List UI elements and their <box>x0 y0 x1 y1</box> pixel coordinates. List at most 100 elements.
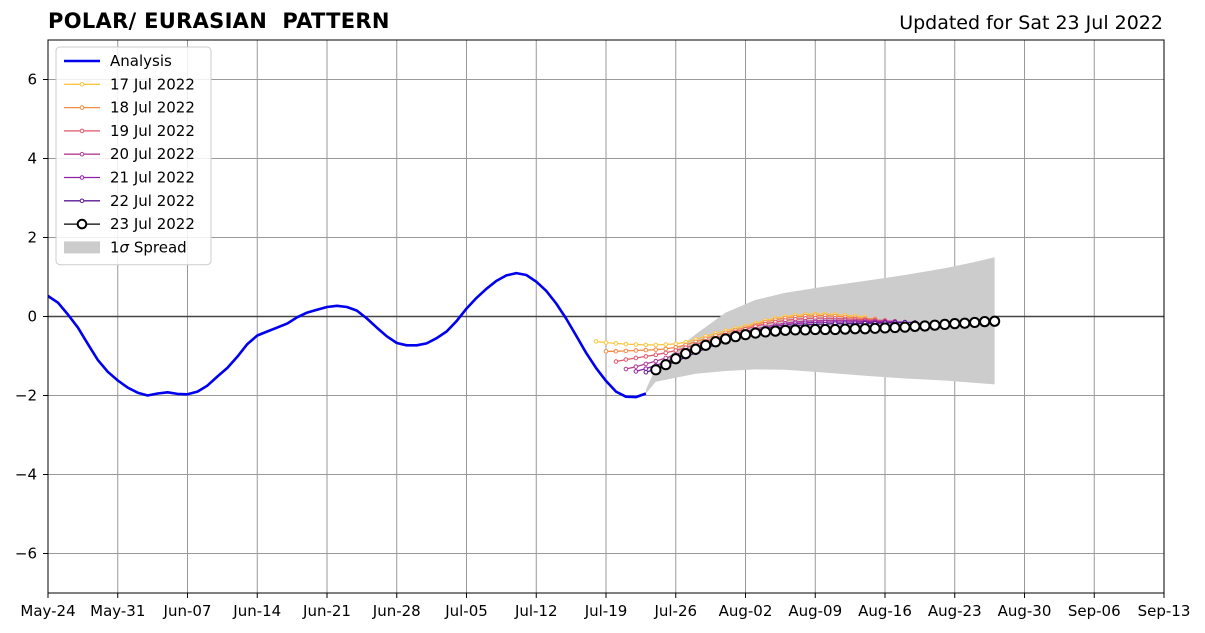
x-tick-label: Jun-14 <box>232 602 281 620</box>
x-tick-label: Jun-07 <box>163 602 212 620</box>
data-point <box>653 342 659 348</box>
x-tick-label: Aug-02 <box>719 602 773 620</box>
data-point <box>663 350 669 356</box>
data-point <box>643 361 649 367</box>
series-line <box>615 317 886 363</box>
x-tick-label: Sep-06 <box>1068 602 1121 620</box>
data-point <box>613 359 619 364</box>
legend-swatch <box>64 241 100 254</box>
series-23-jul-2022 <box>650 315 1001 376</box>
data-point <box>789 324 801 336</box>
x-tick-label: Aug-09 <box>788 602 842 620</box>
data-point <box>613 341 619 346</box>
x-tick-label: Jun-21 <box>302 602 351 620</box>
series-line <box>595 313 866 346</box>
x-tick-label: Sep-13 <box>1138 602 1191 620</box>
legend-label: 20 Jul 2022 <box>110 145 195 163</box>
data-point <box>653 358 659 364</box>
data-point <box>959 317 971 329</box>
data-point <box>633 348 639 353</box>
y-tick-label: 2 <box>27 229 37 247</box>
data-point <box>739 329 752 341</box>
legend-box <box>55 46 212 266</box>
data-point <box>909 320 921 332</box>
y-tick-label: −4 <box>15 466 37 484</box>
data-point <box>749 327 762 339</box>
data-point <box>660 359 672 371</box>
x-tick-label: Jul-12 <box>514 602 558 620</box>
x-tick-label: Jul-05 <box>444 602 488 620</box>
data-point <box>989 315 1001 327</box>
legend-label: 22 Jul 2022 <box>110 192 195 210</box>
legend-marker <box>79 198 85 204</box>
data-point <box>653 352 659 358</box>
data-point <box>889 321 901 334</box>
data-point <box>623 366 629 372</box>
data-point <box>603 340 609 345</box>
y-tick-label: −6 <box>15 545 37 563</box>
data-point <box>819 323 831 336</box>
data-point <box>623 348 629 354</box>
data-point <box>653 347 659 352</box>
legend-entry-18-jul-2022: 18 Jul 2022 <box>64 99 195 117</box>
legend-label: 17 Jul 2022 <box>110 75 195 93</box>
data-point <box>879 322 891 334</box>
x-tick-label: May-24 <box>20 602 75 620</box>
x-tick-label: Jul-26 <box>653 602 697 620</box>
spread-band <box>645 257 995 394</box>
data-point <box>603 348 609 354</box>
data-point <box>650 364 662 376</box>
data-point <box>623 341 629 347</box>
x-tick-label: Jul-19 <box>584 602 628 620</box>
data-point <box>633 342 639 347</box>
tick-layer: May-24 May-31 Jun-07 Jun-14 Jun-21 Jun-28 Jul-… <box>15 71 1191 621</box>
legend-label: 21 Jul 2022 <box>110 169 195 187</box>
x-tick-label: Aug-16 <box>858 602 912 620</box>
legend-entry-22-jul-2022: 22 Jul 2022 <box>64 192 195 210</box>
legend-label: Analysis <box>110 52 172 70</box>
data-point <box>929 319 941 331</box>
legend-entry-21-jul-2022: 21 Jul 2022 <box>64 169 195 187</box>
legend-entry-19-jul-2022: 19 Jul 2022 <box>64 122 195 140</box>
legend-marker <box>79 82 85 87</box>
data-point <box>799 324 811 336</box>
x-tick-label: Aug-30 <box>998 602 1052 620</box>
data-point <box>809 323 821 336</box>
data-point <box>849 323 861 335</box>
y-tick-label: 4 <box>27 150 37 168</box>
legend: Analysis 17 Jul 2022 18 Jul 2022 19 Jul 202… <box>55 46 212 266</box>
legend-entry-1-spread: 1σ Spread <box>64 238 187 256</box>
legend-entry-17-jul-2022: 17 Jul 2022 <box>64 75 195 93</box>
x-tick-label: May-31 <box>90 602 145 620</box>
data-point <box>643 369 649 375</box>
data-point <box>593 339 599 344</box>
legend-entry-20-jul-2022: 20 Jul 2022 <box>64 145 195 163</box>
data-point <box>663 342 669 347</box>
legend-entry-23-jul-2022: 23 Jul 2022 <box>64 215 195 233</box>
data-point <box>613 348 619 354</box>
series-analysis <box>48 271 647 399</box>
y-tick-label: −2 <box>15 387 37 405</box>
data-point <box>949 318 961 330</box>
legend-label: 19 Jul 2022 <box>110 122 195 140</box>
y-tick-label: 0 <box>27 308 37 326</box>
data-point <box>700 339 712 351</box>
data-point <box>899 321 911 333</box>
data-point <box>643 347 649 353</box>
data-point <box>979 316 991 328</box>
spread-layer <box>645 257 995 394</box>
series-layer <box>48 271 1001 399</box>
series-line <box>606 315 876 352</box>
data-point <box>710 336 722 348</box>
legend-marker <box>79 175 85 180</box>
data-point <box>643 354 649 359</box>
data-point <box>839 323 851 335</box>
data-point <box>643 342 649 348</box>
data-point <box>969 316 981 329</box>
legend-marker <box>79 105 85 110</box>
data-point <box>690 343 702 355</box>
updated-label: Updated for Sat 23 Jul 2022 <box>899 12 1163 34</box>
legend-marker <box>79 128 85 134</box>
chart-title: POLAR/ EURASIAN PATTERN <box>48 9 390 33</box>
